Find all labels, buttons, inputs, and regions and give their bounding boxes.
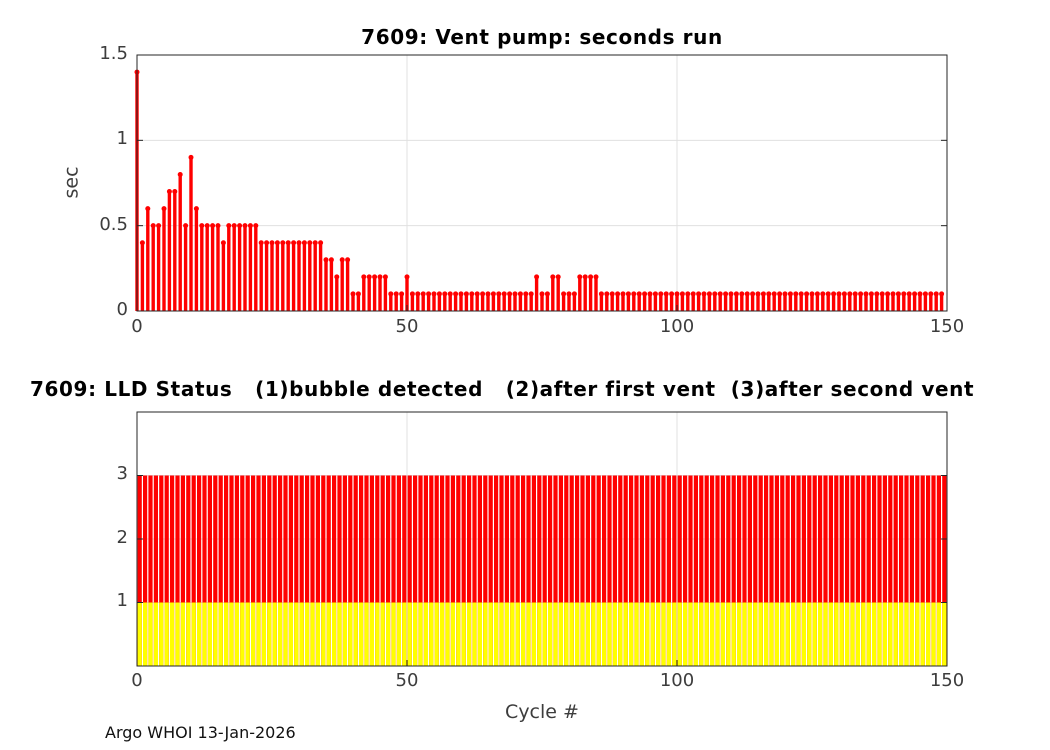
- x-tick-label: 50: [395, 670, 419, 691]
- figure-footer-stamp: Argo WHOI 13-Jan-2026: [105, 723, 296, 742]
- axes-frame: [136, 411, 948, 667]
- gridlines: [137, 55, 947, 311]
- x-tick-label: 100: [659, 670, 695, 691]
- x-tick-label: 150: [929, 670, 965, 691]
- x-tick-label: 0: [131, 316, 143, 337]
- x-tick-label: 100: [659, 316, 695, 337]
- lld-status-chart-title: 7609: LLD Status (1)bubble detected (2)a…: [30, 377, 975, 401]
- bars-lld-status-after-second-vent: [137, 475, 947, 666]
- x-tick-label: 0: [131, 670, 143, 691]
- y-tick-label: 1: [116, 590, 128, 611]
- gridlines: [137, 412, 947, 666]
- vent-pump-chart-title: 7609: Vent pump: seconds run: [361, 25, 723, 49]
- y-tick-label: 1.5: [99, 43, 128, 64]
- x-tick-label: 150: [929, 316, 965, 337]
- y-tick-label: 1: [116, 128, 128, 149]
- y-tick-label: 2: [116, 527, 128, 548]
- y-axis-label-sec: sec: [60, 166, 83, 199]
- axes-frame: [136, 54, 948, 312]
- y-tick-label: 0.5: [99, 214, 128, 235]
- y-tick-label: 0: [116, 299, 128, 320]
- x-axis-label-cycle: Cycle #: [505, 701, 579, 723]
- vent-pump-stems: [134, 69, 945, 311]
- bars-lld-status-bubble-detected: [137, 602, 947, 666]
- y-tick-label: 3: [116, 463, 128, 484]
- x-tick-label: 50: [395, 316, 419, 337]
